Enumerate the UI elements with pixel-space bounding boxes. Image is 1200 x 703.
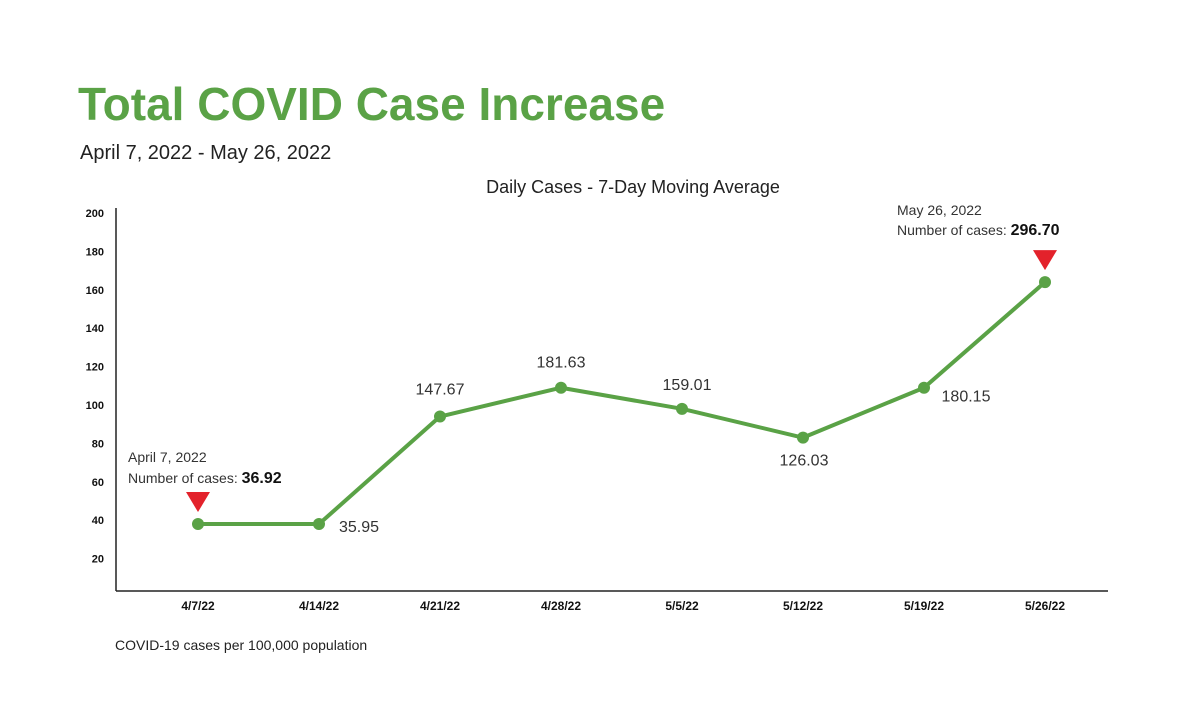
data-label: 147.67: [416, 382, 465, 399]
data-label: 126.03: [780, 453, 829, 470]
annotation-cases-value: 36.92: [242, 470, 282, 487]
x-tick-label: 5/19/22: [904, 599, 944, 613]
marker-triangle-icon: [186, 492, 210, 513]
x-tick-label: 4/21/22: [420, 599, 460, 613]
x-tick-label: 5/12/22: [783, 599, 823, 613]
y-tick-label: 60: [92, 477, 104, 489]
data-point: [676, 402, 688, 415]
data-point: [797, 431, 809, 444]
annotation-cases-value: 296.70: [1011, 222, 1060, 239]
data-point: [313, 518, 325, 531]
x-tick-label: 4/28/22: [541, 599, 581, 613]
chart-title: Daily Cases - 7-Day Moving Average: [486, 177, 780, 197]
annotation-date: April 7, 2022: [128, 449, 207, 465]
x-tick-label: 5/26/22: [1025, 599, 1065, 613]
y-tick-label: 100: [86, 400, 104, 412]
y-tick-label: 140: [86, 323, 104, 335]
data-point: [434, 410, 446, 423]
y-tick-label: 180: [86, 246, 104, 258]
data-point: [1039, 276, 1051, 289]
y-tick-label: 200: [86, 208, 104, 220]
data-point: [192, 518, 204, 531]
y-tick-label: 20: [92, 554, 104, 566]
annotation-cases-prefix: Number of cases:: [897, 222, 1011, 238]
data-label: 159.01: [663, 377, 712, 394]
x-tick-label: 4/7/22: [181, 599, 215, 613]
series-line: [196, 280, 1047, 527]
data-point: [555, 381, 567, 394]
annotation-cases: Number of cases: 36.92: [128, 470, 282, 487]
annotation-date: May 26, 2022: [897, 202, 982, 218]
marker-triangle-icon: [1033, 250, 1057, 271]
y-tick-label: 120: [86, 362, 104, 374]
x-tick-label: 5/5/22: [665, 599, 699, 613]
data-label: 181.63: [537, 355, 586, 372]
x-tick-label: 4/14/22: [299, 599, 339, 613]
data-label: 35.95: [339, 519, 379, 536]
data-label: 180.15: [942, 389, 991, 406]
footnote: COVID-19 cases per 100,000 population: [115, 637, 368, 653]
y-tick-label: 40: [92, 515, 104, 527]
y-tick-label: 80: [92, 438, 104, 450]
annotation-cases-prefix: Number of cases:: [128, 470, 242, 486]
y-tick-label: 160: [86, 285, 104, 297]
annotation-cases: Number of cases: 296.70: [897, 222, 1060, 239]
page-title: Total COVID Case Increase: [78, 78, 666, 130]
date-range-subtitle: April 7, 2022 - May 26, 2022: [80, 142, 332, 164]
data-point: [918, 381, 930, 394]
